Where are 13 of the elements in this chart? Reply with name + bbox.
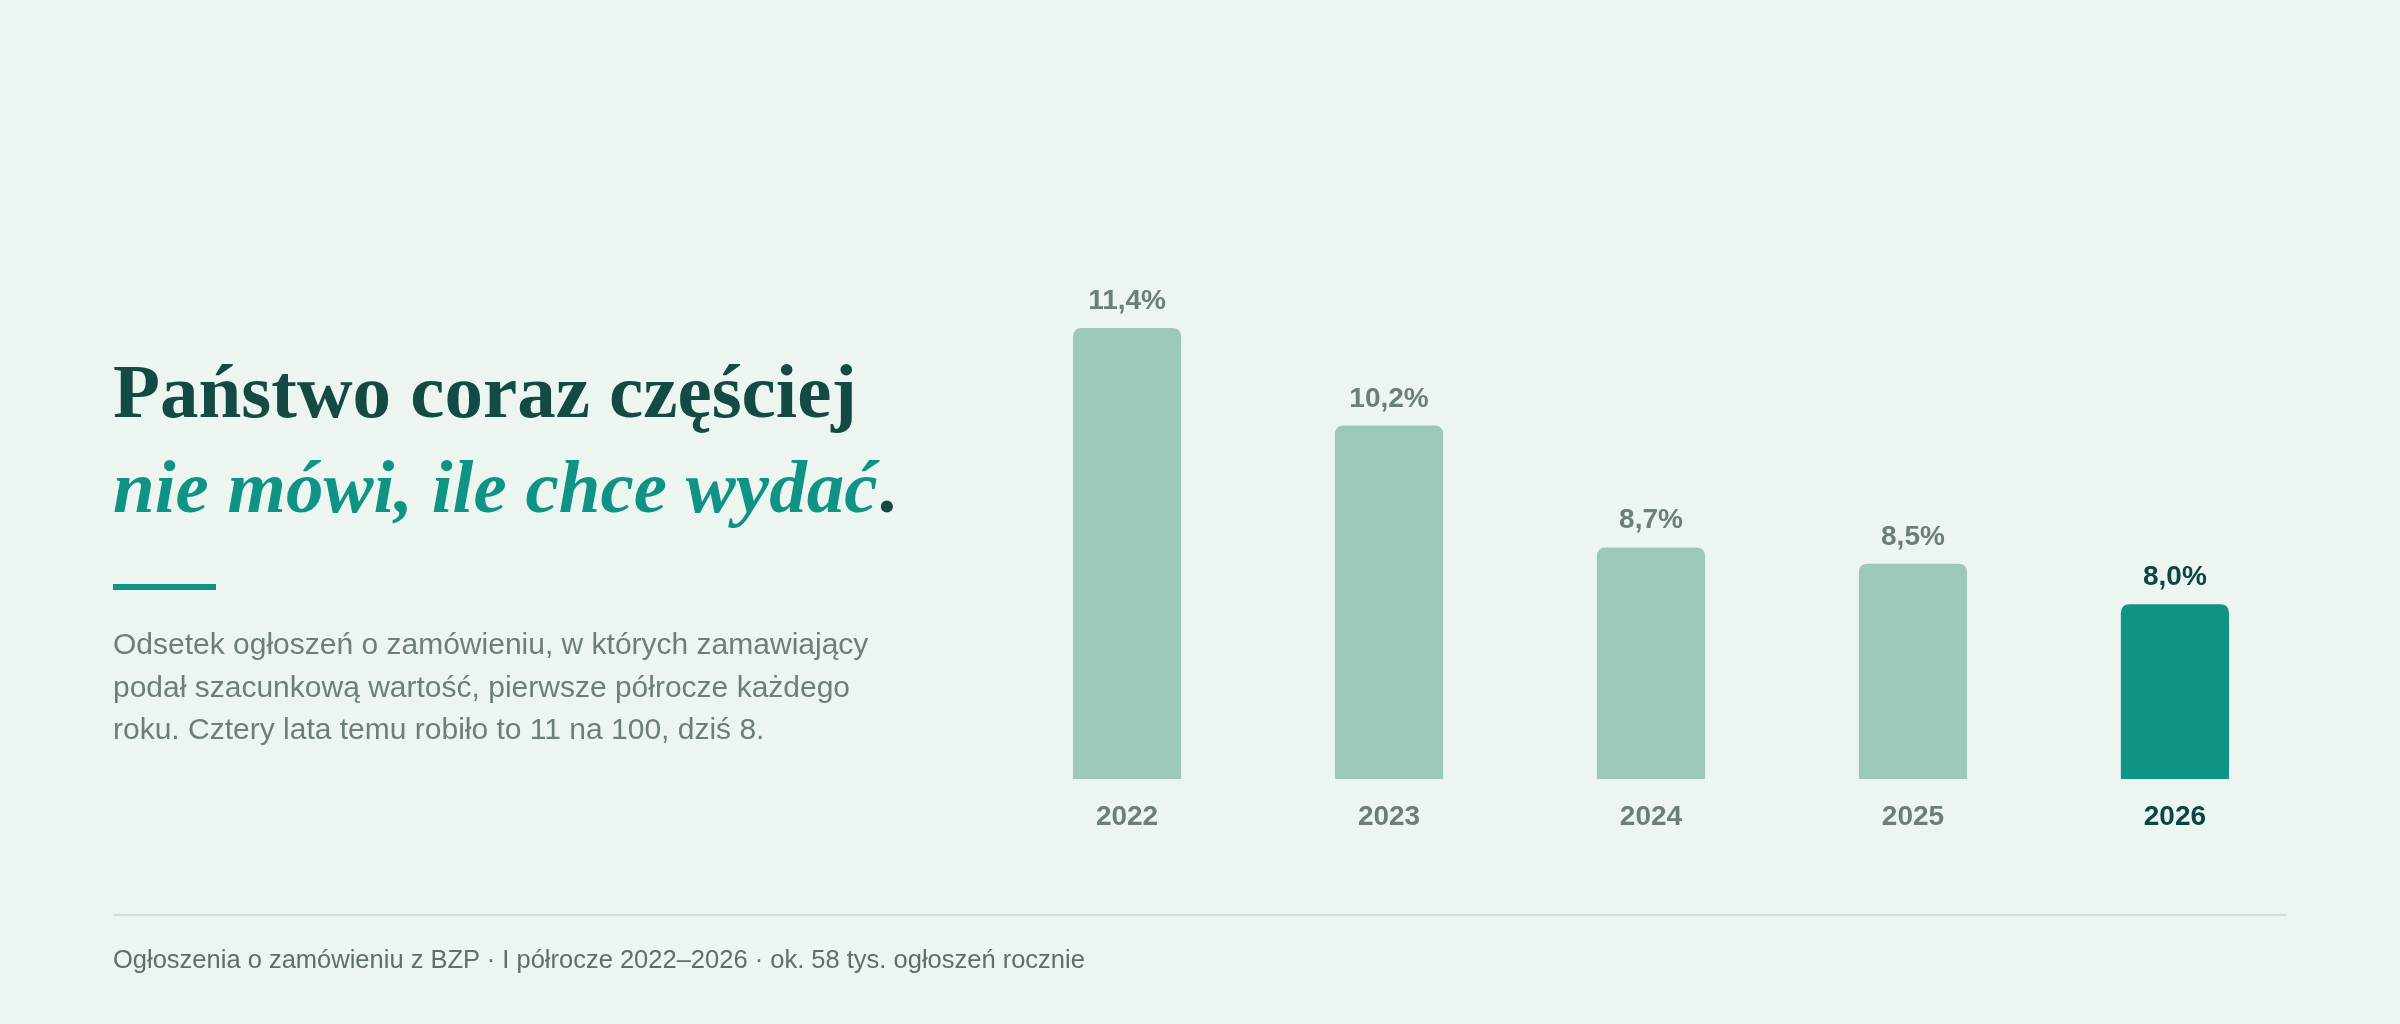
x-tick-label: 2026 bbox=[2143, 800, 2207, 831]
x-tick-label: 2024 bbox=[1619, 800, 1683, 831]
data-label: 8,7% bbox=[1619, 503, 1684, 535]
data-label: 8,0% bbox=[2143, 560, 2207, 592]
text: Odsetek ogłoszeń o zamówieniu, w których zamawiający podał szacunkową wartość, pierwsze półrocze każdego roku. Cztery lata temu robiło to 11 na 100, dziś 8. bbox=[113, 627, 869, 745]
data-label: 11,4% bbox=[1088, 284, 1167, 315]
data-label: 10,2% bbox=[1349, 381, 1429, 413]
x-tick-label: 2023 bbox=[1357, 800, 1421, 831]
data-label: 8,5% bbox=[1881, 519, 1945, 551]
text: Ogłoszenia o zamówieniu z BZP · I półrocze 2022–2026 · ok. 58 tys. ogłoszeń rocznie bbox=[113, 945, 1085, 973]
x-tick-label: 2022 bbox=[1095, 800, 1159, 831]
text: Państwo coraz częściej nie mówi, ile chce wydać. bbox=[113, 348, 897, 528]
x-tick-label: 2025 bbox=[1881, 800, 1945, 831]
